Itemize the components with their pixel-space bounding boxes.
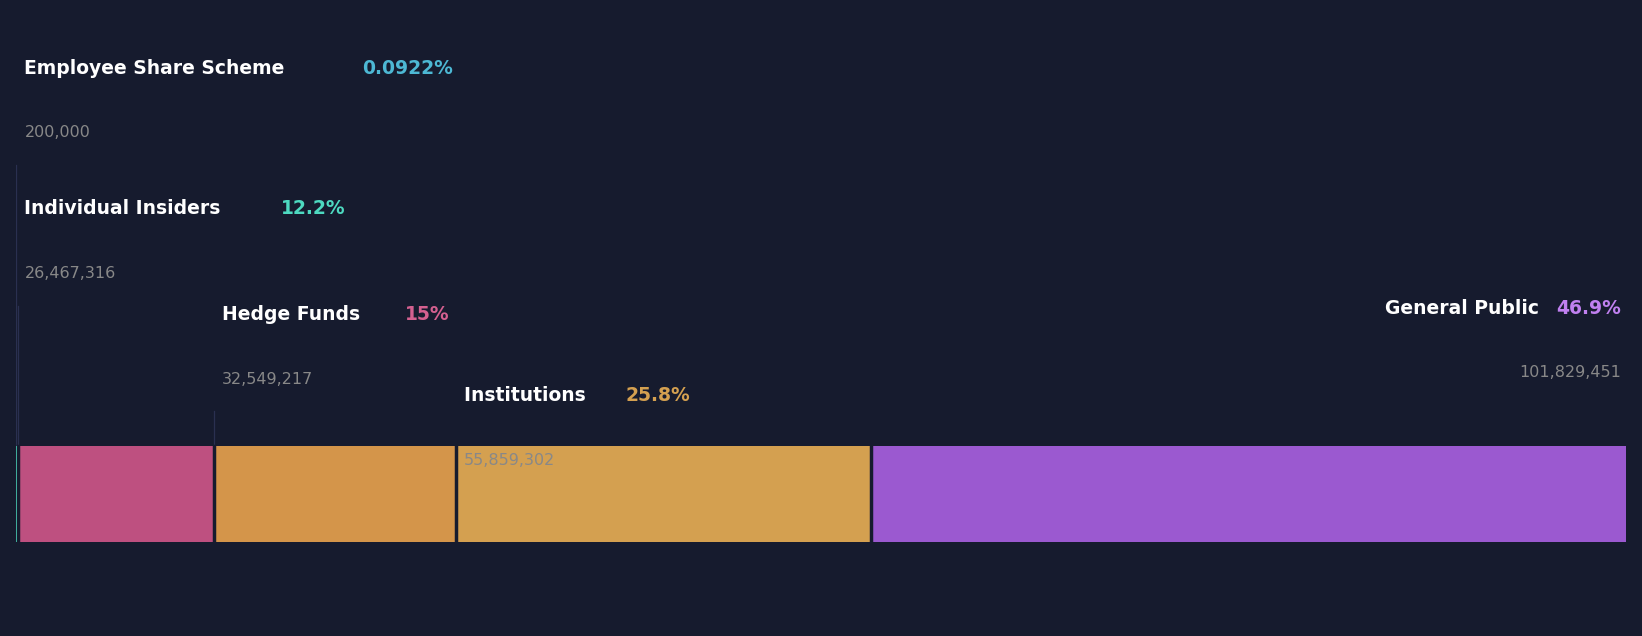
Text: 12.2%: 12.2% <box>281 199 345 218</box>
Text: Individual Insiders: Individual Insiders <box>25 199 227 218</box>
Text: 55,859,302: 55,859,302 <box>463 453 555 467</box>
Bar <box>870 446 1626 543</box>
Text: Employee Share Scheme: Employee Share Scheme <box>25 59 291 78</box>
Text: Institutions: Institutions <box>463 386 591 405</box>
Text: 15%: 15% <box>406 305 450 324</box>
Text: 25.8%: 25.8% <box>626 386 691 405</box>
Bar <box>213 446 455 543</box>
Text: Hedge Funds: Hedge Funds <box>222 305 366 324</box>
Text: 0.0922%: 0.0922% <box>361 59 453 78</box>
Text: 32,549,217: 32,549,217 <box>222 371 314 387</box>
Bar <box>455 446 870 543</box>
Text: 26,467,316: 26,467,316 <box>25 266 115 280</box>
Text: General Public: General Public <box>1384 299 1539 318</box>
Text: 200,000: 200,000 <box>25 125 90 141</box>
Bar <box>18 446 213 543</box>
Text: 46.9%: 46.9% <box>1557 299 1621 318</box>
Text: 101,829,451: 101,829,451 <box>1519 365 1621 380</box>
